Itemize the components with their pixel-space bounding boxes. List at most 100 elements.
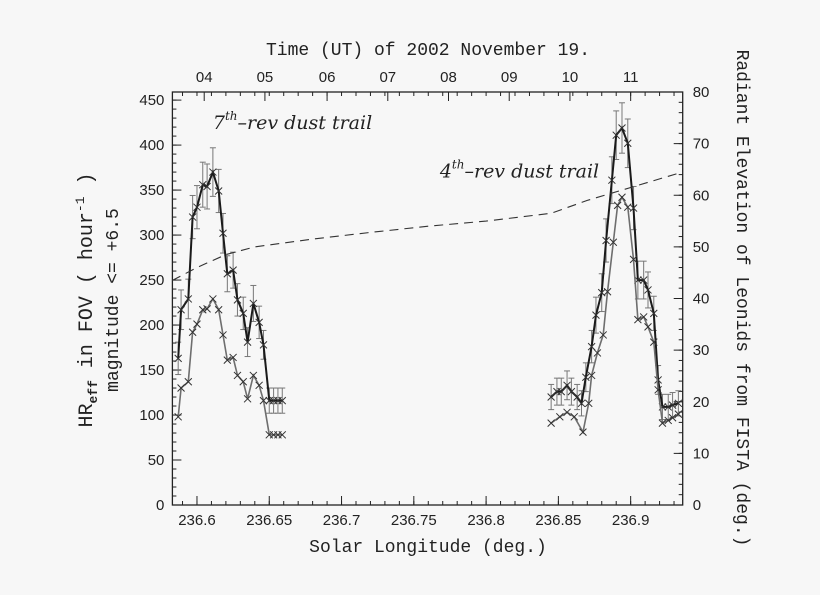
data-point-cross (577, 399, 586, 408)
cross-stroke (618, 124, 626, 132)
data-point-cross (649, 338, 658, 346)
data-point-cross (623, 139, 632, 148)
x-tick-label: 236.75 (391, 512, 437, 529)
data-point-cross (193, 320, 201, 328)
data-point-cross (668, 401, 677, 409)
y-left-tick-label: 400 (139, 137, 164, 154)
hr-label: HR (76, 404, 99, 428)
hour-exponent: -1 (73, 196, 88, 212)
data-point-cross (599, 331, 608, 339)
cross-stroke (593, 349, 602, 357)
data-point-cross (587, 371, 596, 380)
cross-stroke (623, 203, 632, 212)
cross-stroke (654, 385, 662, 394)
data-point-cross (243, 338, 252, 346)
cross-stroke (243, 338, 252, 346)
data-point-cross (223, 269, 232, 278)
data-point-cross (184, 295, 193, 303)
y-right-tick-label: 0 (693, 497, 701, 514)
y-right-tick-label: 30 (693, 342, 710, 359)
hr-eff-series-line (177, 169, 283, 402)
cross-stroke (278, 396, 287, 405)
top-tick-label: 07 (379, 69, 396, 86)
cross-stroke (184, 295, 193, 303)
data-point-cross (579, 428, 587, 436)
x-tick-label: 236.9 (612, 512, 650, 529)
dust-trail-label: 4th–rev dust trail (439, 157, 599, 182)
data-point-cross (557, 387, 566, 396)
top-tick-label: 05 (257, 69, 274, 86)
data-point-cross (219, 331, 227, 339)
data-point-cross (644, 322, 652, 331)
data-point-cross (584, 399, 593, 408)
x-axis-title: Solar Longitude (deg.) (309, 538, 547, 558)
data-point-cross (654, 385, 662, 394)
cross-stroke (214, 305, 223, 314)
data-point-cross (233, 295, 242, 304)
cross-stroke (214, 187, 223, 195)
data-point-cross (570, 412, 579, 421)
annotation-number: 7 (213, 112, 226, 134)
cross-stroke (188, 328, 197, 337)
data-point-cross (239, 309, 248, 318)
annotation-number: 4 (439, 160, 452, 182)
cross-stroke (209, 295, 217, 303)
cross-stroke (177, 384, 185, 392)
y-axis-title-left-line1: HReff in FOV ( hour-1 ) (73, 172, 101, 427)
data-point-cross (214, 187, 223, 195)
data-point-cross (278, 430, 287, 439)
data-point-cross (664, 416, 673, 425)
y-left-tick-label: 250 (139, 272, 164, 289)
cross-stroke (174, 412, 183, 421)
data-point-cross (555, 412, 564, 421)
cross-stroke (233, 295, 242, 304)
hr-subscript: eff (86, 380, 101, 404)
data-point-cross (664, 403, 673, 411)
data-point-cross (674, 399, 683, 408)
cross-stroke (239, 309, 248, 318)
cross-stroke (219, 331, 227, 339)
data-point-cross (613, 201, 622, 210)
hr-series-line (177, 297, 283, 436)
cross-stroke (592, 311, 600, 319)
cross-stroke (573, 393, 582, 401)
data-point-cross (581, 373, 590, 382)
hr-series-line (550, 195, 679, 435)
cross-stroke (259, 340, 268, 349)
data-point-cross (644, 286, 652, 294)
cross-stroke (674, 410, 683, 418)
data-point-cross (609, 238, 618, 247)
data-point-cross (188, 328, 197, 337)
cross-stroke (259, 396, 268, 405)
fov-label: in FOV ( hour (76, 212, 99, 380)
data-point-cross (608, 176, 616, 185)
annotation-superscript: th (452, 157, 465, 171)
data-point-cross (259, 396, 268, 405)
x-tick-label: 236.6 (178, 512, 216, 529)
data-point-cross (639, 276, 648, 284)
cross-stroke (174, 354, 183, 363)
cross-stroke (668, 413, 677, 422)
top-tick-label: 08 (440, 69, 457, 86)
data-point-cross (603, 287, 612, 296)
cross-stroke (193, 203, 201, 212)
y-axis-title-right: Radiant Elevation of Leonids from FISTA … (731, 50, 751, 547)
x-tick-label: 236.8 (467, 512, 505, 529)
cross-stroke (219, 229, 227, 238)
cross-stroke (644, 322, 652, 331)
cross-stroke (664, 403, 673, 411)
data-point-cross (674, 410, 683, 418)
data-point-cross (563, 381, 571, 390)
cross-stroke (599, 331, 608, 339)
y-right-tick-label: 50 (693, 239, 710, 256)
y-left-tick-label: 0 (156, 497, 164, 514)
cross-stroke (555, 412, 564, 421)
cross-stroke (184, 377, 193, 386)
top-tick-label: 11 (623, 69, 639, 86)
ticks: 236.6 236.65 236.7 236.75 236.8 236.85 236.904… (139, 69, 709, 529)
data-point-cross (249, 299, 258, 308)
cross-stroke (570, 412, 579, 421)
annotation-text: –rev dust trail (464, 160, 599, 182)
